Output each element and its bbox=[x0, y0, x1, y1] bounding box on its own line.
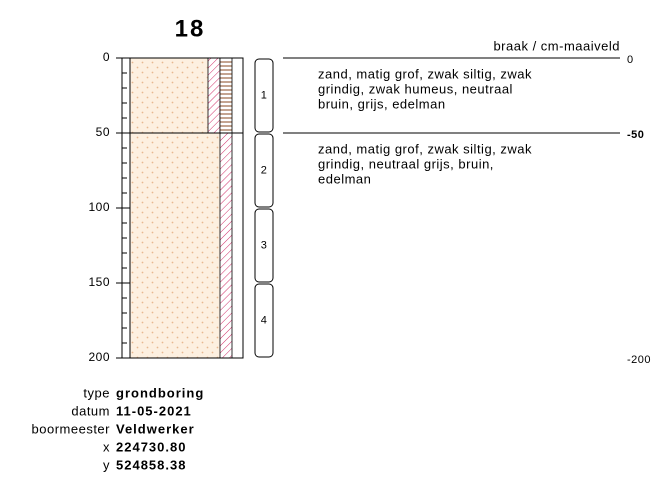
layer-sand bbox=[130, 58, 208, 133]
layer-silt bbox=[219, 132, 233, 359]
meta-value: 524858.38 bbox=[116, 457, 186, 472]
sample-label: 1 bbox=[261, 89, 268, 101]
layer-humus bbox=[219, 57, 233, 134]
level-label: 0 bbox=[627, 54, 634, 66]
level-label: -50 bbox=[627, 129, 644, 141]
meta-key: type bbox=[83, 385, 110, 400]
level-header: braak / cm-maaiveld bbox=[493, 38, 620, 53]
meta-value: 224730.80 bbox=[116, 439, 186, 454]
layer-sand bbox=[130, 133, 220, 358]
layer-description: zand, matig grof, zwak siltig, zwak bbox=[318, 66, 532, 81]
depth-tick-label: 150 bbox=[88, 275, 110, 289]
sample-box bbox=[254, 283, 274, 358]
sample-label: 3 bbox=[261, 239, 268, 251]
meta-key: boormeester bbox=[32, 421, 111, 436]
meta-value: 11-05-2021 bbox=[116, 403, 192, 418]
meta-key: x bbox=[103, 439, 110, 454]
layer-description: zand, matig grof, zwak siltig, zwak bbox=[318, 141, 532, 156]
sample-label: 2 bbox=[261, 164, 268, 176]
sample-box bbox=[254, 58, 274, 133]
meta-value: grondboring bbox=[116, 385, 204, 400]
sample-box bbox=[254, 133, 274, 208]
meta-key: datum bbox=[71, 403, 110, 418]
layer-description: bruin, grijs, edelman bbox=[318, 96, 446, 111]
depth-tick-label: 100 bbox=[88, 200, 110, 214]
depth-tick-label: 50 bbox=[96, 125, 110, 139]
layer-description: edelman bbox=[318, 171, 371, 186]
layer-description: grindig, neutraal grijs, bruin, bbox=[318, 156, 494, 171]
sample-box bbox=[254, 208, 274, 283]
layer-description: grindig, zwak humeus, neutraal bbox=[318, 81, 513, 96]
depth-tick-label: 0 bbox=[103, 50, 110, 64]
depth-tick-label: 200 bbox=[88, 350, 110, 364]
sample-label: 4 bbox=[261, 314, 268, 326]
layer-silt bbox=[207, 57, 221, 134]
title: 18 bbox=[175, 15, 206, 42]
level-label: -200 bbox=[627, 354, 651, 366]
meta-value: Veldwerker bbox=[116, 421, 195, 436]
meta-key: y bbox=[103, 457, 110, 472]
